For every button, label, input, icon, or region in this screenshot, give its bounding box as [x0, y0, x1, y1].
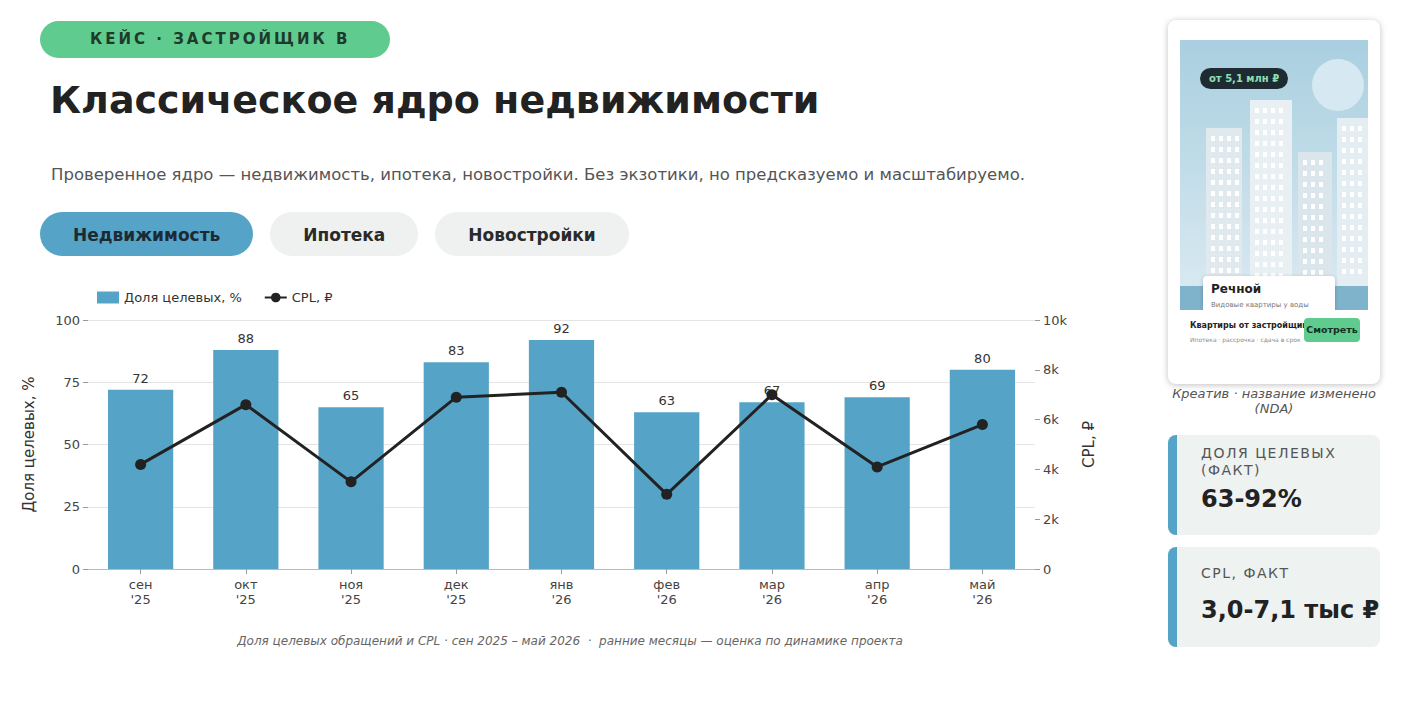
svg-text:окт: окт — [234, 577, 258, 592]
svg-text:'26: '26 — [867, 592, 887, 607]
svg-text:50: 50 — [63, 437, 80, 452]
svg-text:фев: фев — [653, 577, 680, 592]
html-text:Видовые квартиры у воды: Видовые квартиры у воды — [1211, 301, 1309, 309]
html-text:Недвижимость: Недвижимость — [73, 225, 221, 245]
svg-text:65: 65 — [343, 388, 360, 403]
svg-text:0: 0 — [72, 562, 80, 577]
svg-text:май: май — [969, 577, 995, 592]
svg-text:92: 92 — [553, 321, 570, 336]
svg-text:0: 0 — [1043, 562, 1051, 577]
html-text:Проверенное ядро — недвижимост: Проверенное ядро — недвижимость, ипотека… — [51, 165, 1025, 184]
svg-text:75: 75 — [63, 375, 80, 390]
svg-text:дек: дек — [444, 577, 469, 592]
html-text:63-92%: 63-92% — [1201, 485, 1302, 513]
html-text:Доля целевых обращений и CPL ·: Доля целевых обращений и CPL · сен 2025 … — [237, 634, 903, 648]
html-text:Креатив · название изменено (N: Креатив · название изменено (NDA) — [1172, 386, 1376, 416]
svg-text:2k: 2k — [1043, 512, 1059, 527]
svg-text:'25: '25 — [341, 592, 361, 607]
html-text:КЕЙС · ЗАСТРОЙЩИК В: КЕЙС · ЗАСТРОЙЩИК В — [90, 30, 351, 48]
html-text:ДОЛЯ ЦЕЛЕВЫХ (ФАКТ): ДОЛЯ ЦЕЛЕВЫХ (ФАКТ) — [1201, 445, 1337, 478]
html-text:CPL, ФАКТ: CPL, ФАКТ — [1201, 565, 1290, 581]
html-text:Ипотека · рассрочка · сдача в: Ипотека · рассрочка · сдача в срок — [1190, 336, 1301, 343]
svg-text:'26: '26 — [657, 592, 677, 607]
html-text:Классическое ядро недвижимости: Классическое ядро недвижимости — [50, 78, 820, 122]
svg-text:4k: 4k — [1043, 462, 1059, 477]
svg-text:'25: '25 — [236, 592, 256, 607]
svg-text:'26: '26 — [551, 592, 571, 607]
svg-text:янв: янв — [550, 577, 574, 592]
svg-text:6k: 6k — [1043, 412, 1059, 427]
svg-text:8k: 8k — [1043, 362, 1059, 377]
svg-text:83: 83 — [448, 343, 465, 358]
html-text:3,0-7,1 тыс ₽: 3,0-7,1 тыс ₽ — [1201, 596, 1380, 624]
svg-text:67: 67 — [763, 383, 781, 399]
svg-text:CPL, ₽: CPL, ₽ — [1080, 421, 1098, 468]
svg-text:63: 63 — [658, 393, 675, 408]
html-text:Новостройки: Новостройки — [468, 225, 596, 245]
svg-text:'26: '26 — [972, 592, 992, 607]
svg-text:сен: сен — [129, 577, 153, 592]
html-text:Речной: Речной — [1211, 282, 1262, 296]
svg-text:69: 69 — [869, 378, 886, 393]
svg-text:10k: 10k — [1043, 313, 1068, 328]
svg-text:72: 72 — [132, 371, 149, 386]
svg-text:'26: '26 — [762, 592, 782, 607]
svg-text:мар: мар — [759, 577, 785, 592]
svg-text:88: 88 — [238, 331, 255, 346]
html-text:Квартиры от застройщика: Квартиры от застройщика — [1190, 321, 1314, 330]
svg-text:'25: '25 — [131, 592, 151, 607]
html-text:от 5,1 млн ₽: от 5,1 млн ₽ — [1209, 73, 1280, 84]
svg-text:25: 25 — [63, 499, 80, 514]
svg-text:'25: '25 — [446, 592, 466, 607]
svg-text:Доля целевых, %: Доля целевых, % — [20, 377, 38, 513]
svg-text:80: 80 — [974, 351, 991, 366]
html-text:Смотреть: Смотреть — [1306, 324, 1358, 335]
svg-text:апр: апр — [865, 577, 890, 592]
svg-text:CPL, ₽: CPL, ₽ — [292, 290, 333, 305]
svg-text:ноя: ноя — [339, 577, 363, 592]
svg-text:Доля целевых, %: Доля целевых, % — [124, 290, 242, 305]
svg-text:100: 100 — [55, 313, 80, 328]
html-text:Ипотека: Ипотека — [303, 225, 386, 245]
